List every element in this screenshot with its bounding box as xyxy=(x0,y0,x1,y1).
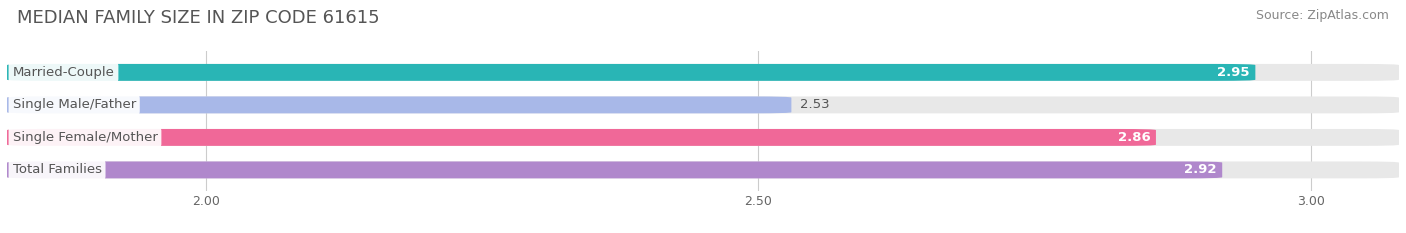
FancyBboxPatch shape xyxy=(7,64,1256,81)
FancyBboxPatch shape xyxy=(7,161,1399,178)
FancyBboxPatch shape xyxy=(7,129,1156,146)
Text: Single Male/Father: Single Male/Father xyxy=(13,98,136,111)
Text: Source: ZipAtlas.com: Source: ZipAtlas.com xyxy=(1256,9,1389,22)
Text: 2.86: 2.86 xyxy=(1118,131,1150,144)
FancyBboxPatch shape xyxy=(7,64,1399,81)
Text: MEDIAN FAMILY SIZE IN ZIP CODE 61615: MEDIAN FAMILY SIZE IN ZIP CODE 61615 xyxy=(17,9,380,27)
FancyBboxPatch shape xyxy=(7,161,1222,178)
Text: Married-Couple: Married-Couple xyxy=(13,66,114,79)
FancyBboxPatch shape xyxy=(7,96,792,113)
Text: Total Families: Total Families xyxy=(13,163,101,176)
Text: 2.53: 2.53 xyxy=(800,98,830,111)
Text: Single Female/Mother: Single Female/Mother xyxy=(13,131,157,144)
FancyBboxPatch shape xyxy=(7,96,1399,113)
FancyBboxPatch shape xyxy=(7,129,1399,146)
Text: 2.95: 2.95 xyxy=(1218,66,1250,79)
Text: 2.92: 2.92 xyxy=(1184,163,1216,176)
